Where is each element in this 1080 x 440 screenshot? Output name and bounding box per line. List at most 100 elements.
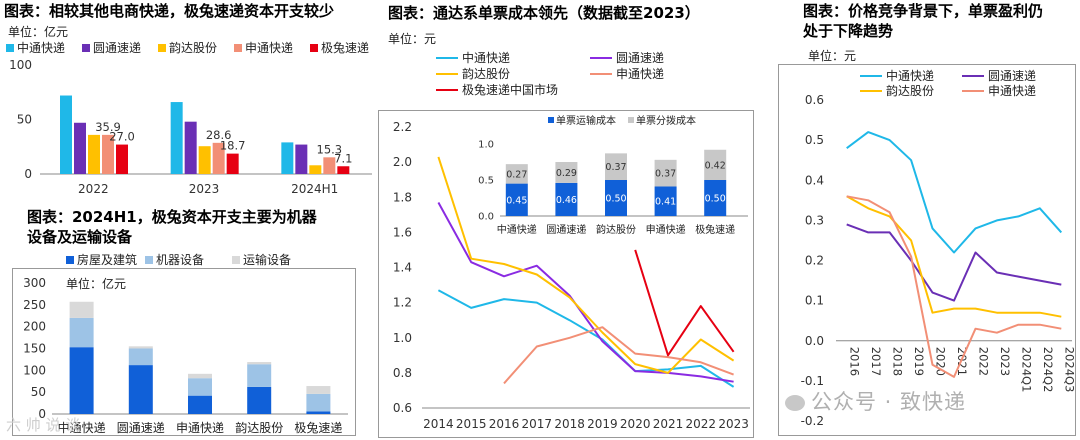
legend-item: 韵达股份 — [860, 82, 934, 99]
chart1-plot: 0 50 100 2022 2023 2024H1 35.927.0 28.618.7 15.3… — [9, 58, 372, 196]
x-tick-label: 圆通速递 — [117, 421, 165, 435]
inset-data-label: 0.42 — [705, 160, 726, 171]
inset-legend-swatch — [628, 117, 634, 123]
x-tick-label: 2023 — [998, 347, 1012, 376]
x-tick-label: 2019 — [912, 347, 926, 376]
chart3-frame — [378, 110, 754, 438]
chart2-unit: 单位：亿元 — [66, 277, 127, 291]
y-tick-label: 0.6 — [805, 93, 824, 107]
y-tick-label: -0.1 — [801, 374, 824, 388]
inset-bar-单票运输成本 — [704, 180, 727, 216]
y-tick-label: 150 — [23, 342, 46, 356]
chart4-title-line1: 图表：价格竞争背景下，单票盈利仍 — [803, 2, 1044, 20]
inset-y-tick-label: 0.5 — [478, 176, 494, 187]
bar-韵达股份 — [88, 134, 100, 174]
legend-swatch — [6, 43, 14, 52]
legend-label: 韵达股份 — [886, 84, 935, 98]
legend-swatch — [234, 43, 242, 52]
y-tick-label: 0.5 — [805, 133, 824, 147]
x-tick-label: 2019 — [587, 417, 618, 431]
stacked-bar-房屋及建筑 — [69, 347, 94, 414]
stacked-bar-房屋及建筑 — [247, 386, 272, 414]
y-tick-label: 0.1 — [805, 294, 824, 308]
data-label: 18.7 — [220, 139, 246, 153]
chart3-unit: 单位：元 — [388, 32, 437, 46]
line-series-韵达股份 — [437, 156, 735, 374]
chart4-frame — [778, 64, 1076, 436]
chart2-frame — [12, 268, 356, 436]
inset-data-label: 0.45 — [506, 195, 527, 206]
stacked-bar-机器设备 — [306, 393, 331, 412]
y-tick-label: 0.6 — [393, 401, 412, 415]
stacked-bar-房屋及建筑 — [306, 411, 331, 414]
data-label: 15.3 — [317, 142, 343, 156]
line-series-申通快递 — [846, 195, 1062, 378]
bar-圆通速递 — [184, 121, 197, 174]
bar-圆通速递 — [74, 122, 86, 174]
inset-bar-单票运输成本 — [654, 186, 677, 216]
chart3-title: 图表：通达系单票成本领先（数据截至2023） — [388, 4, 700, 22]
legend-label: 圆通速递 — [988, 69, 1037, 83]
legend-item: 极兔速递中国市场 — [436, 81, 558, 98]
y-tick-label: 0.0 — [805, 334, 824, 348]
legend-item: 圆通速递 — [962, 67, 1036, 84]
legend-label: 中通快递 — [462, 51, 511, 65]
legend-label: 申通快递 — [616, 67, 665, 81]
y-tick-label: 0.3 — [805, 213, 824, 227]
legend-item: 韵达股份 — [158, 39, 217, 56]
legend-swatch — [436, 56, 458, 59]
x-tick-label: 韵达股份 — [235, 420, 283, 435]
legend-swatch — [66, 255, 74, 264]
x-tick-label: 2017 — [869, 347, 883, 376]
stacked-bar-运输设备 — [188, 373, 212, 379]
inset-y-tick-label: 0.0 — [478, 212, 494, 223]
line-series-圆通速递 — [437, 202, 734, 383]
inset-bar-单票分拨成本 — [555, 162, 578, 183]
x-tick-label: 2024Q1 — [1019, 347, 1033, 393]
watermark-main: 公众号 · 致快递 — [785, 386, 966, 416]
legend-item: 申通快递 — [962, 82, 1036, 99]
legend-label: 极兔速递中国市场 — [462, 83, 559, 97]
inset-data-label: 0.37 — [605, 162, 626, 173]
inset-bar-单票运输成本 — [555, 182, 578, 216]
line-series-申通快递 — [503, 326, 734, 385]
x-tick-label: 中通快递 — [58, 420, 106, 435]
legend-item: 圆通速递 — [82, 39, 141, 56]
bar-韵达股份 — [198, 146, 211, 174]
data-label: 27.0 — [109, 130, 135, 144]
legend-item: 申通快递 — [234, 39, 293, 56]
bar-极兔速递 — [337, 166, 350, 174]
legend-label: 申通快递 — [245, 41, 294, 55]
chart4-title-line2: 处于下降趋势 — [803, 22, 894, 40]
x-tick-label: 2024H1 — [291, 182, 338, 196]
legend-swatch — [590, 56, 612, 59]
inset-data-label: 0.41 — [655, 197, 676, 208]
x-tick-label: 2024Q2 — [1041, 347, 1055, 393]
legend-item: 机器设备 — [145, 251, 204, 268]
bar-圆通速递 — [295, 144, 308, 174]
inset-bar-单票运输成本 — [505, 183, 528, 216]
y-tick-label: 0 — [24, 167, 32, 181]
inset-y-tick-label: 1.0 — [478, 140, 494, 151]
chart2-plot: 0 50 100 150 200 250 300 中通快递 圆通速递 申通快递 韵达股份 极兔速递 — [23, 276, 348, 435]
line-series-中通快递 — [437, 289, 735, 388]
legend-swatch — [860, 89, 882, 92]
legend-item: 中通快递 — [6, 39, 65, 56]
y-tick-label: 100 — [9, 58, 32, 72]
watermark-main-text: 公众号 · 致快递 — [811, 390, 967, 414]
legend-item: 极兔速递 — [310, 39, 369, 56]
inset-bar-单票分拨成本 — [704, 149, 727, 180]
legend-label: 韵达股份 — [169, 41, 218, 55]
bar-极兔速递 — [116, 144, 128, 174]
legend-item: 韵达股份 — [436, 65, 510, 82]
stacked-bar-运输设备 — [306, 386, 331, 394]
legend-swatch — [82, 43, 90, 52]
x-tick-label: 2016 — [489, 417, 520, 431]
bar-申通快递 — [102, 134, 114, 174]
bar-申通快递 — [323, 157, 336, 174]
legend-label: 极兔速递 — [321, 41, 370, 55]
legend-item: 圆通速递 — [590, 49, 664, 66]
x-tick-label: 2023 — [718, 417, 749, 431]
stacked-bar-房屋及建筑 — [128, 365, 153, 414]
inset-data-label: 0.46 — [556, 195, 577, 206]
